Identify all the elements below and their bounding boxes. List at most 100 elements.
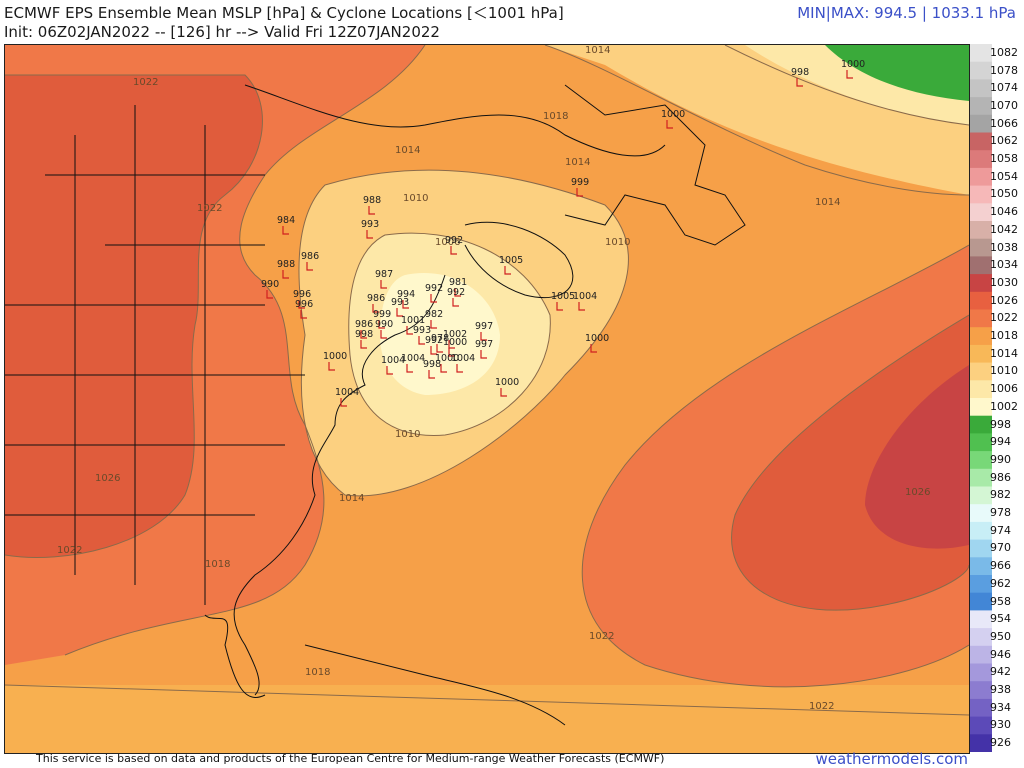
cyclone-pressure-label: 992 [425,283,443,294]
cyclone-pressure-label: 993 [413,325,431,336]
isobar-label: 1026 [95,473,120,484]
cyclone-pressure-label: 987 [375,269,393,280]
cyclone-low-marker [480,350,487,359]
cyclone-pressure-label: 998 [423,359,441,370]
isobar-label: 1022 [809,701,834,712]
legend-labels: 1082 1078 1074 1070 1066 1062 1058 1054 1050 1046… [990,44,1024,752]
cyclone-low-marker [448,348,455,357]
isobar-label: 1022 [133,77,158,88]
cyclone-low-marker [428,370,435,379]
site-link[interactable]: weathermodels.com [815,750,968,768]
legend-level-label: 1070 [990,98,1018,112]
cyclone-low-marker [556,302,563,311]
cyclone-low-marker [386,366,393,375]
legend-swatch [970,415,992,434]
map-canvas: 1022 1022 1026 1022 1018 1014 1010 1014 … [5,45,969,753]
cyclone-low-marker [456,364,463,373]
cyclone-low-marker [406,326,413,335]
cyclone-pressure-label: 994 [397,289,415,300]
min-max-readout: MIN|MAX: 994.5 | 1033.1 hPa [797,4,1016,22]
footer-credit: This service is based on data and produc… [36,752,665,765]
color-legend [970,44,992,753]
legend-swatch [970,610,992,629]
cyclone-low-marker [430,346,437,355]
cyclone-low-marker [454,288,461,297]
legend-level-label: 934 [990,700,1011,714]
legend-swatch [970,61,992,80]
legend-swatch [970,380,992,399]
cyclone-low-marker [418,336,425,345]
cyclone-pressure-label: 993 [361,219,379,230]
cyclone-low-marker [266,290,273,299]
legend-swatch [970,698,992,718]
isobar-label-group: 1022 1022 1026 1022 1018 1014 1010 1014 … [57,45,930,712]
cyclone-pressure-label: 1000 [323,351,347,362]
legend-level-label: 1054 [990,169,1018,183]
cyclone-pressure-label: 1000 [435,353,459,364]
legend-swatch [970,592,992,611]
cyclone-pressure-label: 996 [295,299,313,310]
legend-swatch [970,734,992,753]
legend-swatch [970,716,992,735]
isobar-label: 1014 [395,145,420,156]
cyclone-pressure-label: 992 [445,235,463,246]
legend-level-label: 970 [990,541,1011,555]
legend-swatch [970,344,992,364]
legend-level-label: 942 [990,665,1011,679]
mslp-map[interactable]: 1022 1022 1026 1022 1018 1014 1010 1014 … [4,44,970,754]
cyclone-low-marker [402,300,409,309]
cyclone-low-marker [300,310,307,319]
cyclone-low-marker [378,320,385,329]
cyclone-pressure-label: 986 [301,251,319,262]
legend-swatch [970,575,992,594]
isobar-label: 1014 [565,157,590,168]
legend-level-label: 926 [990,736,1011,750]
legend-swatch [970,132,992,151]
cyclone-low-marker [282,226,289,235]
isobar-label: 1010 [403,193,428,204]
cyclone-low-marker [590,344,597,353]
cyclone-pressure-label: 981 [449,277,467,288]
cyclone-pressure-label: 986 [367,293,385,304]
legend-swatch [970,645,992,664]
legend-level-label: 962 [990,576,1011,590]
cyclone-low-marker [406,364,413,373]
cyclone-low-marker [340,398,347,407]
cyclone-pressure-label: 978 [431,333,449,344]
isobar-label: 1022 [589,631,614,642]
shade-998-ne [805,45,969,101]
isobar-label: 1018 [543,111,568,122]
legend-level-label: 946 [990,647,1011,661]
legend-swatch [970,274,992,293]
isobar-label: 1018 [305,667,330,678]
cyclone-low-marker [380,280,387,289]
cyclone-pressure-label: 1004 [335,387,359,398]
legend-level-label: 1026 [990,293,1018,307]
legend-swatch [970,114,992,133]
cyclone-pressure-label: 1005 [499,255,523,266]
cyclone-pressure-label: 996 [293,289,311,300]
legend-swatch [970,539,992,558]
legend-swatch [970,504,992,523]
legend-swatch [970,557,992,576]
legend-level-label: 978 [990,506,1011,520]
cyclone-low-marker [380,330,387,339]
legend-swatch [970,451,992,470]
legend-level-label: 958 [990,594,1011,608]
legend-level-label: 1018 [990,329,1018,343]
cyclone-pressure-label: 986 [355,319,373,330]
cyclone-pressure-label: 982 [425,309,443,320]
cyclone-pressure-label: 1001 [401,315,425,326]
legend-swatch [970,521,992,541]
isobar-label: 1010 [395,429,420,440]
legend-swatch [970,79,992,98]
cyclone-pressure-label: 1004 [451,353,475,364]
shade-1002 [380,273,500,395]
cyclone-low-marker [500,388,507,397]
cyclone-pressure-label: 1004 [381,355,405,366]
legend-swatch [970,433,992,452]
cyclone-low-marker [436,344,443,353]
cyclone-pressure-label: 1000 [841,59,865,70]
cyclone-low-marker [372,304,379,313]
cyclone-low-marker [576,188,583,197]
